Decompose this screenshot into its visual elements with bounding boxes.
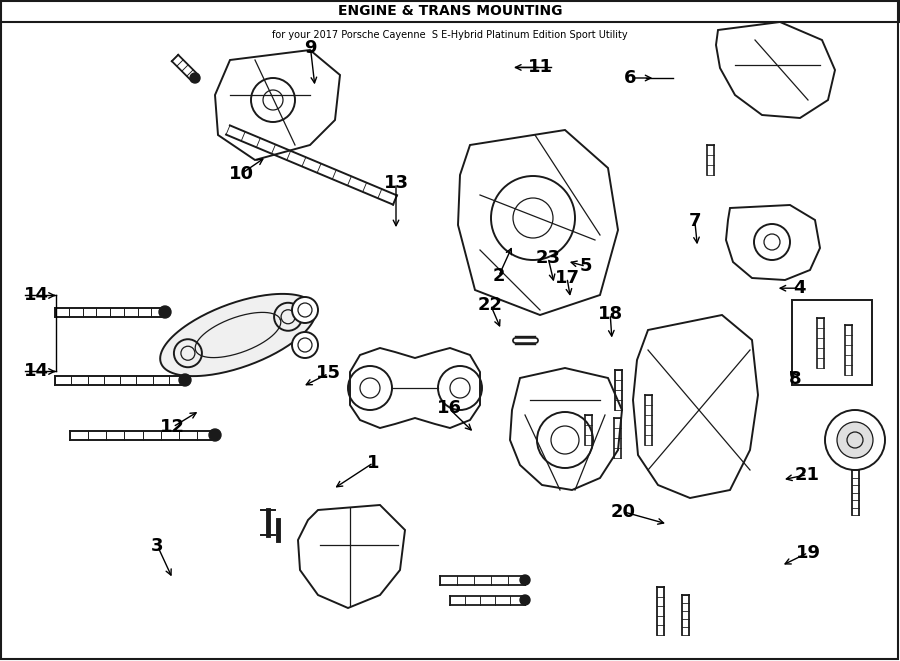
Circle shape (179, 374, 191, 386)
Text: 13: 13 (383, 174, 409, 192)
Text: 8: 8 (789, 369, 802, 388)
Text: 4: 4 (793, 279, 806, 297)
Circle shape (520, 595, 530, 605)
Circle shape (837, 422, 873, 458)
Text: 2: 2 (492, 267, 505, 286)
Text: 21: 21 (795, 465, 820, 484)
Polygon shape (350, 348, 480, 428)
Circle shape (190, 73, 200, 83)
Text: 7: 7 (688, 212, 701, 230)
Text: 6: 6 (624, 69, 636, 87)
Text: 20: 20 (610, 502, 635, 521)
Text: 19: 19 (796, 543, 821, 562)
Text: 17: 17 (554, 268, 580, 287)
Text: 22: 22 (478, 295, 503, 314)
Polygon shape (510, 368, 622, 490)
Polygon shape (716, 22, 835, 118)
Text: 3: 3 (151, 537, 164, 555)
Circle shape (520, 575, 530, 585)
Bar (792, 300, 872, 385)
Text: 5: 5 (580, 257, 592, 276)
Text: 14: 14 (24, 362, 50, 381)
Circle shape (159, 306, 171, 318)
Text: 10: 10 (229, 165, 254, 183)
Circle shape (825, 410, 885, 470)
Polygon shape (160, 294, 316, 376)
Text: 18: 18 (598, 305, 623, 323)
Text: 1: 1 (367, 453, 380, 472)
Text: 16: 16 (436, 399, 462, 418)
Polygon shape (298, 505, 405, 608)
Text: 23: 23 (536, 249, 561, 267)
Text: 9: 9 (304, 39, 317, 58)
Text: for your 2017 Porsche Cayenne  S E-Hybrid Platinum Edition Sport Utility: for your 2017 Porsche Cayenne S E-Hybrid… (272, 30, 628, 40)
Polygon shape (633, 315, 758, 498)
Text: 12: 12 (160, 418, 185, 436)
Circle shape (209, 429, 221, 441)
Polygon shape (726, 205, 820, 280)
Text: 11: 11 (528, 58, 554, 77)
Circle shape (292, 297, 318, 323)
Text: 14: 14 (24, 286, 50, 305)
Polygon shape (215, 50, 340, 160)
Text: ENGINE & TRANS MOUNTING: ENGINE & TRANS MOUNTING (338, 4, 562, 18)
Bar (0, 0, 900, 22)
Polygon shape (458, 130, 618, 315)
Circle shape (292, 332, 318, 358)
Text: 15: 15 (316, 364, 341, 383)
